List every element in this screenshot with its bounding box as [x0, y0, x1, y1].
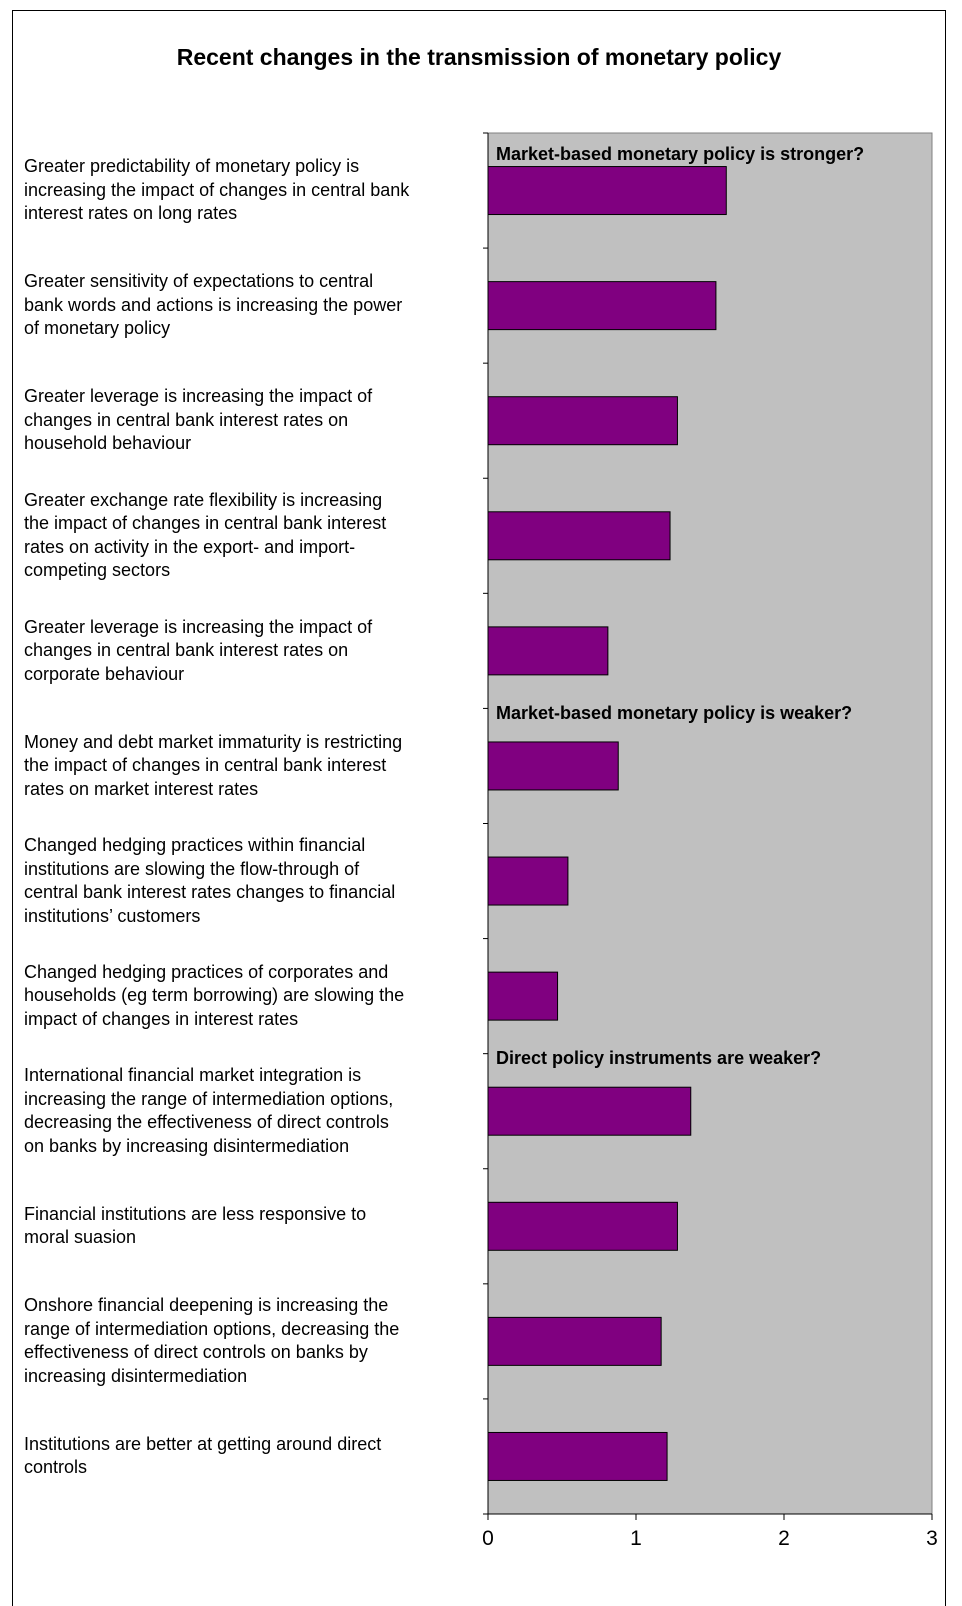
category-label-line: Changed hedging practices within financi… — [24, 835, 366, 856]
category-label-line: controls — [24, 1457, 88, 1478]
category-label-line: the impact of changes in central bank in… — [24, 513, 387, 534]
bar — [487, 971, 559, 1021]
category-label-line: corporate behaviour — [24, 663, 185, 684]
plot-area — [487, 132, 933, 1515]
category-label-line: bank words and actions is increasing the… — [24, 294, 403, 315]
category-label-line: increasing the impact of changes in cent… — [24, 179, 410, 200]
x-tick-label: 3 — [926, 1527, 938, 1550]
category-label-line: Greater leverage is increasing the impac… — [24, 386, 373, 407]
category-label: Institutions are better at getting aroun… — [24, 1433, 474, 1480]
bar — [487, 626, 609, 676]
group-header: Market-based monetary policy is weaker? — [496, 703, 852, 723]
category-label-line: Changed hedging practices of corporates … — [24, 961, 389, 982]
category-label-line: International financial market integrati… — [24, 1065, 362, 1086]
category-label-line: Institutions are better at getting aroun… — [24, 1433, 382, 1454]
bar — [487, 741, 619, 791]
category-label-line: impact of changes in interest rates — [24, 1008, 299, 1029]
category-label-line: Onshore financial deepening is increasin… — [24, 1295, 389, 1316]
category-label-line: Money and debt market immaturity is rest… — [24, 731, 403, 752]
category-label-line: Greater sensitivity of expectations to c… — [24, 271, 374, 292]
category-label-line: increasing disintermediation — [24, 1365, 248, 1386]
category-label-line: institutions’ customers — [24, 905, 201, 926]
bar — [487, 396, 678, 446]
bar — [487, 1086, 692, 1136]
category-label-line: effectiveness of direct controls on bank… — [24, 1342, 368, 1363]
category-label: Money and debt market immaturity is rest… — [24, 731, 474, 802]
category-label-line: of monetary policy — [24, 318, 171, 339]
category-label-line: household behaviour — [24, 433, 192, 454]
category-label-line: Greater predictability of monetary polic… — [24, 156, 360, 177]
category-label-line: moral suasion — [24, 1227, 137, 1248]
category-label: Greater leverage is increasing the impac… — [24, 385, 474, 456]
category-label-line: changes in central bank interest rates o… — [24, 640, 349, 661]
category-label: Greater sensitivity of expectations to c… — [24, 270, 474, 341]
category-label-line: the impact of changes in central bank in… — [24, 755, 387, 776]
chart-title: Recent changes in the transmission of mo… — [176, 44, 782, 70]
category-label: Changed hedging practices within financi… — [24, 834, 474, 928]
category-label-line: institutions are slowing the flow-throug… — [24, 858, 360, 879]
category-label: Changed hedging practices of corporates … — [24, 961, 474, 1032]
x-tick-label: 0 — [482, 1527, 494, 1550]
bar — [487, 1316, 662, 1366]
category-label-line: Greater leverage is increasing the impac… — [24, 616, 373, 637]
category-label-line: competing sectors — [24, 560, 171, 581]
category-label-line: central bank interest rates changes to f… — [24, 882, 396, 903]
chart-frame — [12, 10, 946, 1606]
category-label: Financial institutions are less responsi… — [24, 1203, 474, 1250]
category-label: Greater exchange rate flexibility is inc… — [24, 489, 474, 583]
bar — [487, 281, 717, 331]
category-label-line: Financial institutions are less responsi… — [24, 1203, 367, 1224]
category-label-line: on banks by increasing disintermediation — [24, 1135, 350, 1156]
x-tick-label: 1 — [630, 1527, 642, 1550]
category-label-line: range of intermediation options, decreas… — [24, 1318, 400, 1339]
category-label: International financial market integrati… — [24, 1064, 474, 1158]
bar — [487, 1201, 678, 1251]
category-label-line: rates on market interest rates — [24, 778, 259, 799]
category-label-line: Greater exchange rate flexibility is inc… — [24, 489, 383, 510]
category-label-line: decreasing the effectiveness of direct c… — [24, 1112, 389, 1133]
x-tick-label: 2 — [778, 1527, 790, 1550]
bar — [487, 856, 569, 906]
category-label-line: interest rates on long rates — [24, 203, 238, 224]
category-label: Onshore financial deepening is increasin… — [24, 1294, 474, 1388]
category-label-line: rates on activity in the export- and imp… — [24, 536, 356, 557]
bar — [487, 1431, 668, 1481]
category-label-line: changes in central bank interest rates o… — [24, 409, 349, 430]
category-label-line: households (eg term borrowing) are slowi… — [24, 985, 405, 1006]
category-label: Greater predictability of monetary polic… — [24, 155, 474, 226]
bar — [487, 511, 671, 561]
group-header: Direct policy instruments are weaker? — [496, 1048, 821, 1068]
bar — [487, 166, 727, 216]
category-label-line: increasing the range of intermediation o… — [24, 1088, 394, 1109]
group-header: Market-based monetary policy is stronger… — [496, 144, 864, 164]
category-label: Greater leverage is increasing the impac… — [24, 616, 474, 687]
